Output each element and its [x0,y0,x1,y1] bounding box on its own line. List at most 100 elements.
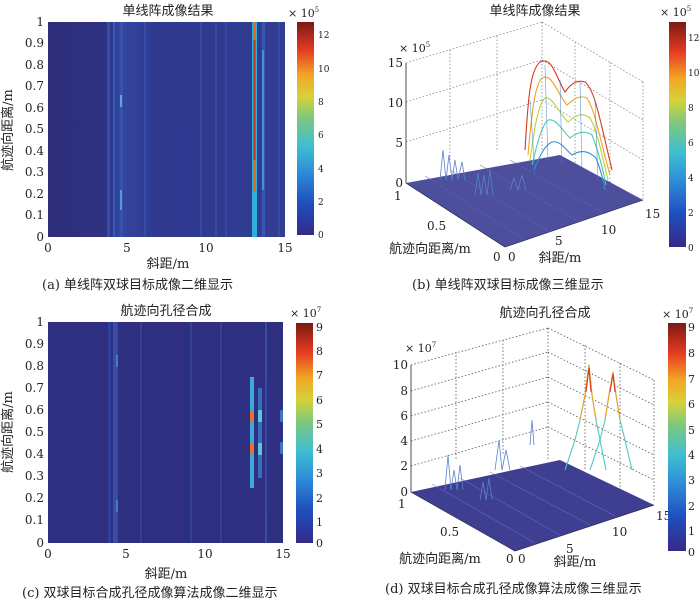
panel-a-heatmap [48,22,285,237]
panel-d: 航迹向孔径合成 [393,305,695,570]
svg-text:7: 7 [688,373,695,386]
svg-text:8: 8 [400,384,408,398]
svg-text:0: 0 [518,552,526,566]
panel-d-colorbar [668,323,686,551]
panel-a-colorbar-ticks: 12 10 8 6 4 2 0 [318,31,330,241]
svg-text:0: 0 [36,230,44,244]
svg-text:6: 6 [688,398,695,411]
svg-text:6: 6 [400,409,408,423]
panel-d-title: 航迹向孔径合成 [499,305,590,321]
svg-text:12: 12 [318,31,329,41]
svg-text:2: 2 [400,459,408,473]
panel-d-grid [410,327,655,500]
svg-text:0.4: 0.4 [25,447,44,461]
panel-c-title: 航迹向孔径合成 [120,303,211,319]
svg-text:3: 3 [316,467,323,480]
svg-text:5: 5 [122,547,130,561]
panel-c-target-1 [250,411,254,421]
panel-b-surface-floor [406,155,643,247]
svg-text:8: 8 [688,104,694,114]
svg-text:5: 5 [395,136,403,150]
panel-b: 单线阵成像结果 [388,4,700,266]
svg-text:0: 0 [44,241,52,255]
panel-d-caption: (d) 双球目标合成孔径成像算法成像三维显示 [385,582,642,597]
panel-c-heatmap [48,322,283,543]
panel-b-xticks: 0 5 10 15 [508,207,660,264]
panel-c-clutter [108,322,283,543]
panel-d-ylabel: 航迹向距离/m [399,551,481,567]
panel-a-caption: (a) 单线阵双球目标成像二维显示 [42,278,234,293]
svg-text:6: 6 [688,139,694,149]
panel-c-colorbar-scale: × 107 [290,306,321,320]
panel-b-ylabel: 航迹向距离/m [389,241,471,257]
svg-text:8: 8 [688,347,695,360]
svg-text:0.5: 0.5 [440,525,459,539]
svg-text:0: 0 [493,250,501,264]
svg-text:3: 3 [688,474,695,487]
svg-text:0.1: 0.1 [25,513,44,527]
svg-text:1: 1 [394,189,402,203]
svg-text:0: 0 [316,537,323,550]
svg-text:0.7: 0.7 [25,381,44,395]
svg-text:10: 10 [197,547,212,561]
panel-c-yticks: 1 0.9 0.8 0.7 0.6 0.5 0.4 0.3 0.2 0.1 0 [25,315,44,550]
panel-d-zticks: 10 8 6 4 2 0 [393,358,409,499]
svg-text:1: 1 [36,315,44,329]
svg-text:5: 5 [688,424,695,437]
svg-text:4: 4 [318,165,324,175]
panel-d-clutter [444,419,535,501]
panel-d-xticks: 0 5 10 15 [518,509,671,566]
panel-c-xlabel: 斜距/m [145,567,188,582]
svg-text:0: 0 [506,552,514,566]
panel-a: 单线阵成像结果 1 0.9 0.8 0.7 0.6 0.5 0.4 0.3 0.2 0.1 0 [0,4,330,272]
svg-text:0: 0 [44,547,52,561]
svg-text:0: 0 [688,244,694,254]
panel-b-yticks: 10.50 [394,189,501,264]
panel-c-ylabel: 航迹向距离/m [0,391,16,473]
svg-text:0.6: 0.6 [25,101,44,115]
panel-c-target-2 [250,444,254,454]
svg-text:0.9: 0.9 [25,337,44,351]
panel-b-zscale: × 105 [399,41,430,55]
svg-text:15: 15 [645,207,660,221]
panel-b-caption: (b) 单线阵双球目标成像三维显示 [412,278,604,293]
svg-text:4: 4 [688,449,695,462]
panel-a-yticks: 1 0.9 0.8 0.7 0.6 0.5 0.4 0.3 0.2 0.1 0 [25,15,44,244]
svg-text:0: 0 [688,546,695,559]
svg-text:0.3: 0.3 [25,165,44,179]
svg-text:2: 2 [316,492,323,505]
panel-d-colorbar-scale: × 107 [662,307,693,321]
panel-d-colorbar-ticks: 9 8 7 6 5 4 3 2 1 0 [688,321,695,559]
svg-text:6: 6 [316,394,323,407]
panel-c-colorbar-ticks: 9 8 7 6 5 4 3 2 1 0 [316,321,323,550]
svg-text:4: 4 [316,443,323,456]
panel-b-colorbar-scale: × 105 [660,5,691,19]
panel-d-yticks: 10.50 [398,497,514,566]
svg-text:5: 5 [316,418,323,431]
svg-text:15: 15 [388,56,403,70]
svg-text:12: 12 [688,34,699,44]
panel-a-xticks: 0 5 10 15 [44,241,292,255]
panel-a-colorbar-scale: × 105 [288,6,319,20]
svg-text:10: 10 [601,223,616,237]
svg-text:0.1: 0.1 [25,208,44,222]
svg-text:9: 9 [688,321,695,334]
svg-text:7: 7 [316,369,323,382]
panel-b-clutter [439,149,527,196]
svg-text:0: 0 [395,176,403,190]
svg-text:10: 10 [393,358,408,372]
svg-text:15: 15 [277,241,292,255]
svg-text:0.8: 0.8 [25,359,44,373]
panel-a-colorbar [297,22,314,235]
panel-a-clutter [107,22,280,237]
panel-b-grid [405,21,644,200]
svg-text:0.7: 0.7 [25,79,44,93]
svg-text:1: 1 [316,516,323,529]
panel-a-title: 单线阵成像结果 [122,4,213,19]
svg-text:5: 5 [123,241,131,255]
svg-text:0.3: 0.3 [25,469,44,483]
svg-text:0.2: 0.2 [25,187,44,201]
panel-c-colorbar [296,323,313,543]
svg-text:10: 10 [612,525,627,539]
